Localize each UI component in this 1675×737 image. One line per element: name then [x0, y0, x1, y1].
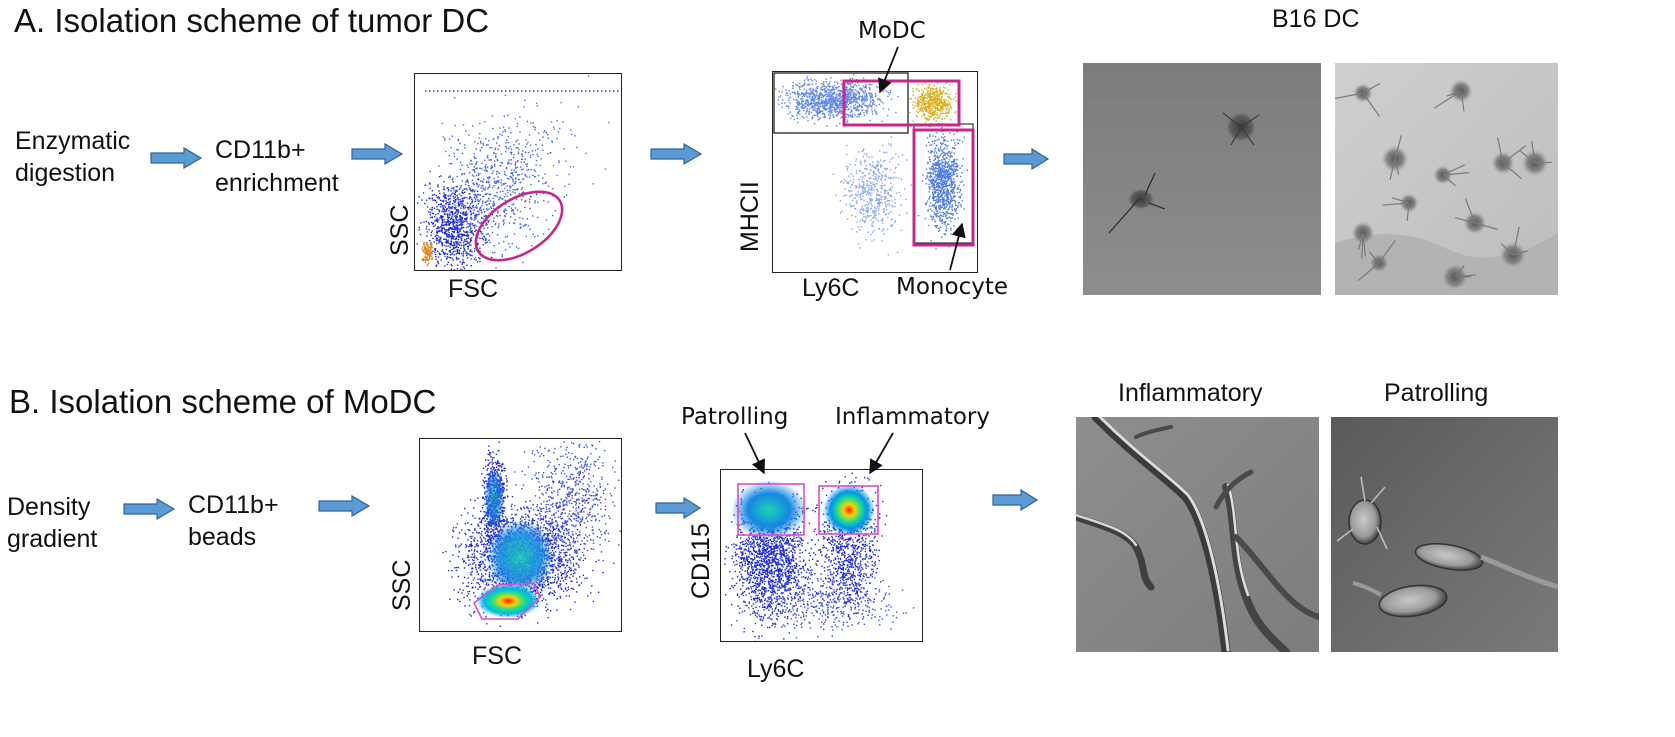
panel-b-step2-line1: CD11b+ [188, 491, 279, 519]
panel-b-title: B. Isolation scheme of MoDC [9, 383, 437, 420]
flow-arrow-icon [150, 147, 202, 169]
image-title-inflammatory: Inflammatory [1118, 379, 1263, 407]
modc-gate [842, 79, 961, 127]
panel-b-step1-line1: Density [7, 493, 91, 521]
x-axis-label: FSC [472, 642, 522, 670]
gate-polygon [472, 582, 541, 620]
facs-plot-fsc-ssc [414, 73, 622, 271]
panel-b-step1-line2: gradient [7, 525, 98, 553]
panel-a-step2-line2: enrichment [215, 169, 339, 197]
callout-monocyte: Monocyte [896, 274, 1008, 300]
inflammatory-gate [818, 485, 879, 535]
quadrant-gate [773, 72, 909, 134]
gate-ellipse [474, 190, 564, 262]
flow-arrow-icon [123, 498, 175, 520]
micrograph-inflammatory [1076, 417, 1319, 652]
micrograph-b16-dc-2 [1335, 63, 1558, 295]
callout-inflammatory: Inflammatory [835, 404, 991, 430]
image-title-patrolling: Patrolling [1384, 379, 1489, 407]
x-axis-label: Ly6C [802, 274, 860, 302]
facs-plot-ly6c-cd115 [720, 469, 923, 642]
facs-plot-ly6c-mhcii [772, 71, 978, 273]
y-axis-label: SSC [386, 204, 414, 256]
scatter-dots [775, 74, 968, 256]
panel-a-step2-line1: CD11b+ [215, 136, 306, 164]
facs-plot-fsc-ssc-b [419, 438, 622, 632]
flow-arrow-icon [1003, 148, 1049, 170]
images-title: B16 DC [1272, 5, 1360, 33]
panel-b-step2-line2: beads [188, 523, 257, 551]
x-axis-label: FSC [448, 275, 498, 303]
y-axis-label: CD115 [687, 523, 715, 599]
callout-patrolling: Patrolling [681, 404, 789, 430]
patrolling-gate [737, 483, 805, 536]
panel-a-step1-line1: Enzymatic [15, 127, 131, 155]
scatter-dots [416, 75, 610, 270]
panel-a-step1-line2: digestion [15, 159, 116, 187]
flow-arrow-icon [650, 143, 702, 165]
micrograph-b16-dc-1 [1083, 63, 1321, 295]
y-axis-label: SSC [388, 559, 416, 611]
panel-a-title: A. Isolation scheme of tumor DC [14, 2, 490, 39]
flow-arrow-icon [655, 497, 701, 519]
x-axis-label: Ly6C [747, 655, 805, 683]
flow-arrow-icon [992, 489, 1038, 511]
flow-arrow-icon [318, 495, 370, 517]
micrograph-patrolling [1331, 417, 1558, 652]
y-axis-label: MHCII [736, 181, 764, 252]
callout-modc: MoDC [858, 18, 926, 44]
monocyte-gate [912, 128, 975, 247]
flow-arrow-icon [351, 143, 403, 165]
